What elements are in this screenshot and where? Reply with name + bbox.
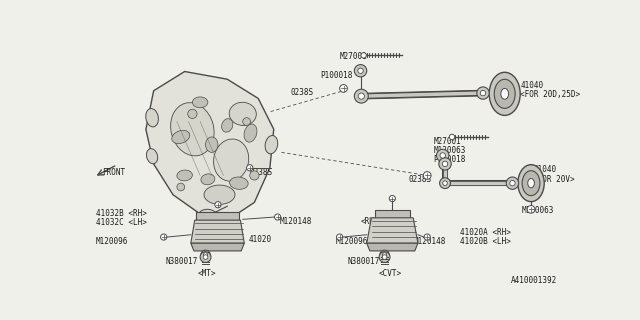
Circle shape (215, 202, 221, 208)
Ellipse shape (201, 174, 215, 185)
Text: M27001: M27001 (433, 137, 461, 146)
Polygon shape (367, 218, 418, 243)
Circle shape (250, 171, 259, 180)
Ellipse shape (265, 135, 278, 154)
Ellipse shape (244, 124, 257, 142)
Polygon shape (367, 243, 418, 251)
Text: FRONT: FRONT (102, 168, 125, 177)
Text: 41040: 41040 (533, 165, 557, 174)
Circle shape (383, 253, 387, 257)
Ellipse shape (177, 170, 193, 181)
Circle shape (436, 149, 449, 162)
Circle shape (440, 178, 451, 188)
Text: M120096: M120096 (95, 237, 128, 246)
Text: 41032B <RH>: 41032B <RH> (95, 209, 147, 218)
Ellipse shape (528, 179, 534, 188)
Circle shape (424, 234, 430, 240)
Polygon shape (191, 243, 244, 251)
Circle shape (204, 253, 207, 257)
Text: M120096: M120096 (336, 237, 368, 246)
Circle shape (337, 234, 343, 240)
Text: M120063: M120063 (522, 206, 554, 215)
Circle shape (477, 87, 489, 99)
Polygon shape (374, 210, 410, 218)
Ellipse shape (193, 97, 208, 108)
Text: 41040: 41040 (520, 81, 543, 90)
Polygon shape (146, 71, 274, 218)
Circle shape (506, 177, 518, 189)
Circle shape (246, 165, 253, 171)
Text: <MT>: <MT> (198, 268, 216, 278)
Text: N380017: N380017 (165, 257, 198, 266)
Text: P100018: P100018 (320, 71, 353, 80)
Circle shape (361, 53, 366, 58)
Text: 0238S: 0238S (408, 175, 432, 184)
Circle shape (243, 118, 250, 125)
Circle shape (443, 181, 447, 186)
Circle shape (442, 161, 448, 167)
Text: 41020: 41020 (249, 235, 272, 244)
Ellipse shape (522, 171, 540, 196)
Circle shape (439, 158, 451, 170)
Circle shape (355, 65, 367, 77)
Circle shape (382, 255, 387, 260)
Polygon shape (362, 91, 483, 99)
Circle shape (380, 250, 389, 260)
Ellipse shape (518, 165, 544, 202)
Ellipse shape (230, 177, 248, 189)
Circle shape (389, 196, 396, 202)
Circle shape (340, 84, 348, 92)
Ellipse shape (494, 79, 515, 108)
Text: M120063: M120063 (433, 146, 466, 155)
Polygon shape (443, 162, 447, 181)
Circle shape (440, 153, 445, 158)
Text: <FOR 20V>: <FOR 20V> (533, 175, 575, 184)
Circle shape (379, 252, 390, 262)
Ellipse shape (205, 137, 218, 152)
Text: N380017: N380017 (348, 257, 380, 266)
Circle shape (358, 93, 364, 99)
Ellipse shape (489, 72, 520, 116)
Text: P100018: P100018 (433, 156, 466, 164)
Text: A410001392: A410001392 (511, 276, 557, 284)
Ellipse shape (501, 88, 509, 99)
Text: M120148: M120148 (413, 237, 445, 246)
Text: M120148: M120148 (280, 217, 312, 226)
Circle shape (355, 89, 368, 103)
Circle shape (177, 183, 184, 191)
Ellipse shape (221, 119, 233, 132)
Ellipse shape (198, 209, 217, 222)
Circle shape (527, 205, 535, 213)
Polygon shape (196, 212, 239, 220)
Circle shape (161, 234, 167, 240)
Ellipse shape (146, 108, 158, 127)
Ellipse shape (214, 139, 249, 181)
Text: 0238S: 0238S (250, 168, 273, 177)
Circle shape (188, 109, 197, 118)
Ellipse shape (229, 102, 256, 125)
Circle shape (358, 68, 364, 73)
Text: 0238S: 0238S (291, 88, 314, 98)
Circle shape (509, 180, 515, 186)
Circle shape (204, 255, 208, 260)
Ellipse shape (204, 185, 235, 204)
Text: <CVT>: <CVT> (378, 268, 401, 278)
Circle shape (480, 90, 486, 96)
Polygon shape (443, 181, 514, 186)
Text: <RH,LH>: <RH,LH> (360, 217, 393, 226)
Circle shape (449, 134, 454, 140)
Ellipse shape (147, 149, 157, 164)
Circle shape (200, 252, 211, 262)
Text: 41020A <RH>: 41020A <RH> (460, 228, 511, 237)
Text: <FOR 20D,25D>: <FOR 20D,25D> (520, 90, 580, 99)
Polygon shape (191, 220, 244, 243)
Circle shape (201, 250, 210, 260)
Ellipse shape (172, 130, 189, 144)
Text: 41032C <LH>: 41032C <LH> (95, 218, 147, 227)
Text: 41020B <LH>: 41020B <LH> (460, 237, 511, 246)
Circle shape (275, 214, 281, 220)
Ellipse shape (171, 103, 214, 156)
Text: M27001: M27001 (340, 52, 367, 61)
Circle shape (423, 172, 431, 179)
